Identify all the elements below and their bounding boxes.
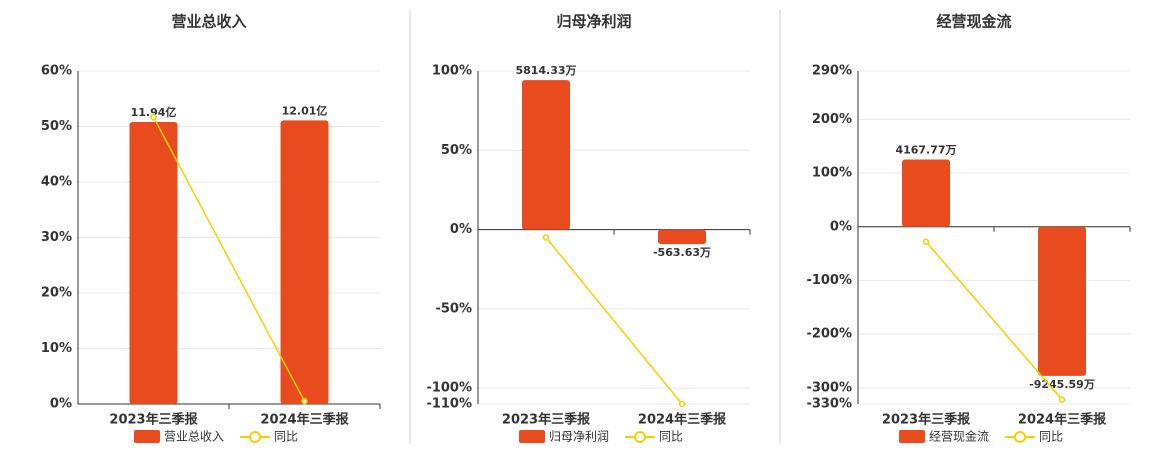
point [542, 234, 550, 241]
line [152, 116, 306, 402]
point [678, 400, 686, 408]
legend-label: 经营现金流 [929, 429, 989, 444]
y-tick-label: 0% [450, 222, 472, 237]
bar [522, 80, 570, 230]
legend-marker [1014, 431, 1027, 443]
bar [902, 159, 950, 227]
value-label: 11.94亿 [131, 105, 177, 119]
bar [1038, 226, 1086, 376]
y-tick-label: 30% [41, 230, 72, 245]
chart-title: 营业总收入 [171, 13, 246, 31]
x-tick-label: 2024年三季报 [260, 412, 349, 428]
y-tick-label: -100% [806, 273, 852, 288]
y-tick-label: -200% [806, 327, 852, 342]
legend-marker [249, 431, 262, 443]
bar [280, 120, 329, 405]
y-tick-label: 60% [41, 64, 72, 79]
y-tick-label: 50% [441, 143, 472, 158]
line [545, 237, 683, 405]
point [301, 397, 308, 405]
y-tick-label: -330% [806, 397, 852, 412]
y-tick-label: 20% [41, 286, 72, 301]
y-tick-label: -100% [426, 381, 472, 396]
y-tick-label: -300% [806, 380, 852, 395]
value-label: -9245.59万 [1029, 378, 1095, 391]
value-label: -563.63万 [653, 246, 711, 259]
legend-label: 营业总收入 [164, 430, 224, 444]
legend-label: 同比 [274, 430, 298, 444]
legend-swatch [134, 430, 160, 443]
legend-swatch [899, 430, 925, 443]
point [150, 113, 157, 121]
x-tick-label: 2023年三季报 [882, 412, 971, 428]
x-tick-label: 2023年三季报 [109, 412, 198, 428]
value-label: 5814.33万 [515, 64, 576, 77]
y-tick-label: -110% [426, 397, 472, 412]
y-tick-label: 290% [812, 64, 852, 79]
x-tick-label: 2024年三季报 [1018, 412, 1107, 428]
y-tick-label: 50% [41, 119, 72, 134]
line [925, 241, 1063, 401]
y-tick-label: 100% [432, 64, 472, 79]
y-tick-label: 0% [50, 397, 72, 412]
value-label: 12.01亿 [282, 103, 328, 117]
x-tick-label: 2023年三季报 [502, 412, 591, 428]
legend-label: 同比 [1039, 430, 1063, 444]
chart-title: 经营现金流 [936, 13, 1011, 31]
y-tick-label: 100% [812, 166, 852, 181]
x-tick-label: 2024年三季报 [638, 412, 727, 428]
legend-label: 同比 [659, 430, 683, 444]
y-tick-label: 0% [830, 219, 852, 234]
y-tick-label: 10% [41, 341, 72, 356]
chart-title: 归母净利润 [556, 13, 631, 31]
y-tick-label: 40% [41, 175, 72, 190]
legend-swatch [519, 430, 545, 443]
bar [129, 122, 178, 405]
value-label: 4167.77万 [895, 144, 956, 157]
legend-marker [634, 431, 647, 443]
y-tick-label: -50% [435, 301, 472, 316]
point [922, 238, 930, 246]
y-tick-label: 200% [812, 112, 852, 127]
legend-label: 归母净利润 [549, 430, 609, 444]
point [1058, 396, 1066, 403]
bar [658, 229, 706, 245]
